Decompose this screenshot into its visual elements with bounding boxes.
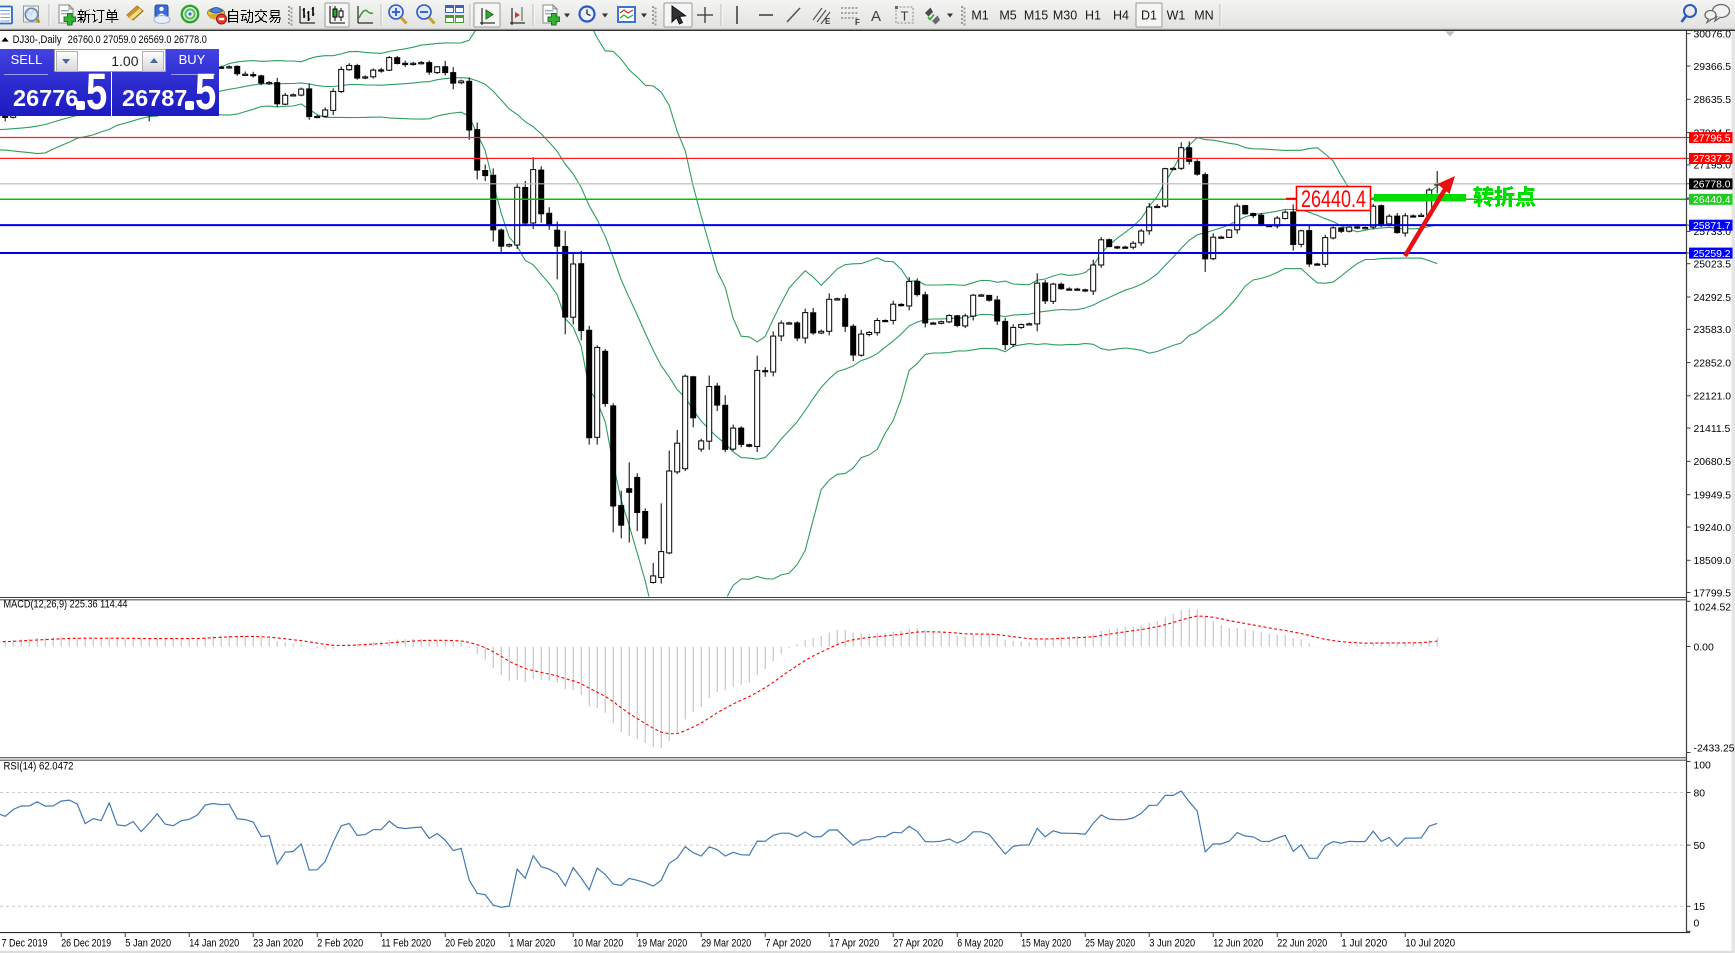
svg-text:H1: H1 <box>1085 9 1101 23</box>
svg-text:26 Dec 2019: 26 Dec 2019 <box>61 938 111 950</box>
svg-text:50: 50 <box>1694 841 1706 852</box>
svg-text:20680.5: 20680.5 <box>1694 457 1732 468</box>
svg-text:24292.5: 24292.5 <box>1694 293 1732 304</box>
svg-text:-2433.25: -2433.25 <box>1694 744 1735 755</box>
svg-text:23583.0: 23583.0 <box>1694 325 1732 336</box>
svg-text:10 Jul 2020: 10 Jul 2020 <box>1405 938 1455 950</box>
svg-text:26778.0: 26778.0 <box>1693 180 1731 191</box>
svg-text:15: 15 <box>1694 902 1706 913</box>
svg-text:7 Apr 2020: 7 Apr 2020 <box>765 938 811 950</box>
svg-text:W1: W1 <box>1167 9 1186 23</box>
svg-text:23 Jan 2020: 23 Jan 2020 <box>253 938 303 950</box>
svg-text:17 Apr 2020: 17 Apr 2020 <box>829 938 879 950</box>
svg-text:27796.5: 27796.5 <box>1693 133 1731 144</box>
svg-text:M5: M5 <box>999 9 1016 23</box>
svg-text:25871.7: 25871.7 <box>1693 221 1731 232</box>
svg-text:1024.52: 1024.52 <box>1694 602 1732 613</box>
svg-text:22852.0: 22852.0 <box>1694 358 1732 369</box>
svg-text:F: F <box>855 18 860 27</box>
svg-text:14 Jan 2020: 14 Jan 2020 <box>189 938 239 950</box>
svg-text:6 May 2020: 6 May 2020 <box>957 938 1003 950</box>
svg-text:19949.5: 19949.5 <box>1694 491 1732 502</box>
svg-text:25733.0: 25733.0 <box>1694 227 1732 238</box>
svg-text:100: 100 <box>1694 761 1712 772</box>
svg-text:27195.0: 27195.0 <box>1694 161 1732 172</box>
svg-text:80: 80 <box>1694 788 1706 799</box>
svg-text:1 Jul 2020: 1 Jul 2020 <box>1341 938 1387 950</box>
svg-text:26440.4: 26440.4 <box>1301 186 1366 213</box>
svg-text:MN: MN <box>1194 9 1213 23</box>
svg-text:M30: M30 <box>1053 9 1077 23</box>
svg-text:18509.0: 18509.0 <box>1694 556 1732 567</box>
svg-text:22121.0: 22121.0 <box>1694 392 1732 403</box>
svg-text:12 Jun 2020: 12 Jun 2020 <box>1213 938 1263 950</box>
svg-text:H4: H4 <box>1113 9 1129 23</box>
svg-text:25 May 2020: 25 May 2020 <box>1085 938 1135 950</box>
svg-text:7 Dec 2019: 7 Dec 2019 <box>2 938 48 950</box>
svg-text:10 Mar 2020: 10 Mar 2020 <box>573 938 623 950</box>
svg-text:20 Feb 2020: 20 Feb 2020 <box>445 938 495 950</box>
svg-text:28635.5: 28635.5 <box>1694 95 1732 106</box>
svg-text:22 Jun 2020: 22 Jun 2020 <box>1277 938 1327 950</box>
svg-text:19 Mar 2020: 19 Mar 2020 <box>637 938 687 950</box>
svg-text:15 May 2020: 15 May 2020 <box>1021 938 1071 950</box>
svg-text:MACD(12,26,9) 225.36 114.44: MACD(12,26,9) 225.36 114.44 <box>4 599 128 611</box>
svg-text:M1: M1 <box>971 9 988 23</box>
svg-text:30076.0: 30076.0 <box>1694 30 1732 41</box>
svg-text:29366.5: 29366.5 <box>1694 62 1732 73</box>
svg-text:1 Mar 2020: 1 Mar 2020 <box>509 938 555 950</box>
svg-text:0.00: 0.00 <box>1694 642 1714 653</box>
svg-text:0: 0 <box>1694 919 1700 930</box>
svg-text:M15: M15 <box>1024 9 1048 23</box>
svg-text:E: E <box>825 17 831 26</box>
svg-text:27 Apr 2020: 27 Apr 2020 <box>893 938 943 950</box>
svg-text:27337.2: 27337.2 <box>1693 154 1731 165</box>
svg-text:17799.5: 17799.5 <box>1694 588 1732 599</box>
svg-text:11 Feb 2020: 11 Feb 2020 <box>381 938 431 950</box>
svg-text:DJ30-,Daily: DJ30-,Daily <box>13 34 62 46</box>
svg-text:3 Jun 2020: 3 Jun 2020 <box>1149 938 1195 950</box>
svg-text:25023.5: 25023.5 <box>1694 260 1732 271</box>
svg-text:D1: D1 <box>1141 9 1157 23</box>
svg-text:25259.2: 25259.2 <box>1693 249 1731 260</box>
svg-text:RSI(14) 62.0472: RSI(14) 62.0472 <box>4 761 74 773</box>
svg-text:21411.5: 21411.5 <box>1694 424 1731 435</box>
svg-text:5 Jan 2020: 5 Jan 2020 <box>125 938 171 950</box>
svg-text:26440.4: 26440.4 <box>1693 195 1731 206</box>
svg-text:A: A <box>871 8 881 25</box>
svg-text:26760.0 27059.0 26569.0 26778.: 26760.0 27059.0 26569.0 26778.0 <box>68 34 207 46</box>
svg-text:29 Mar 2020: 29 Mar 2020 <box>701 938 751 950</box>
svg-text:T: T <box>901 9 909 24</box>
svg-text:2 Feb 2020: 2 Feb 2020 <box>317 938 363 950</box>
svg-text:19240.0: 19240.0 <box>1694 523 1732 534</box>
